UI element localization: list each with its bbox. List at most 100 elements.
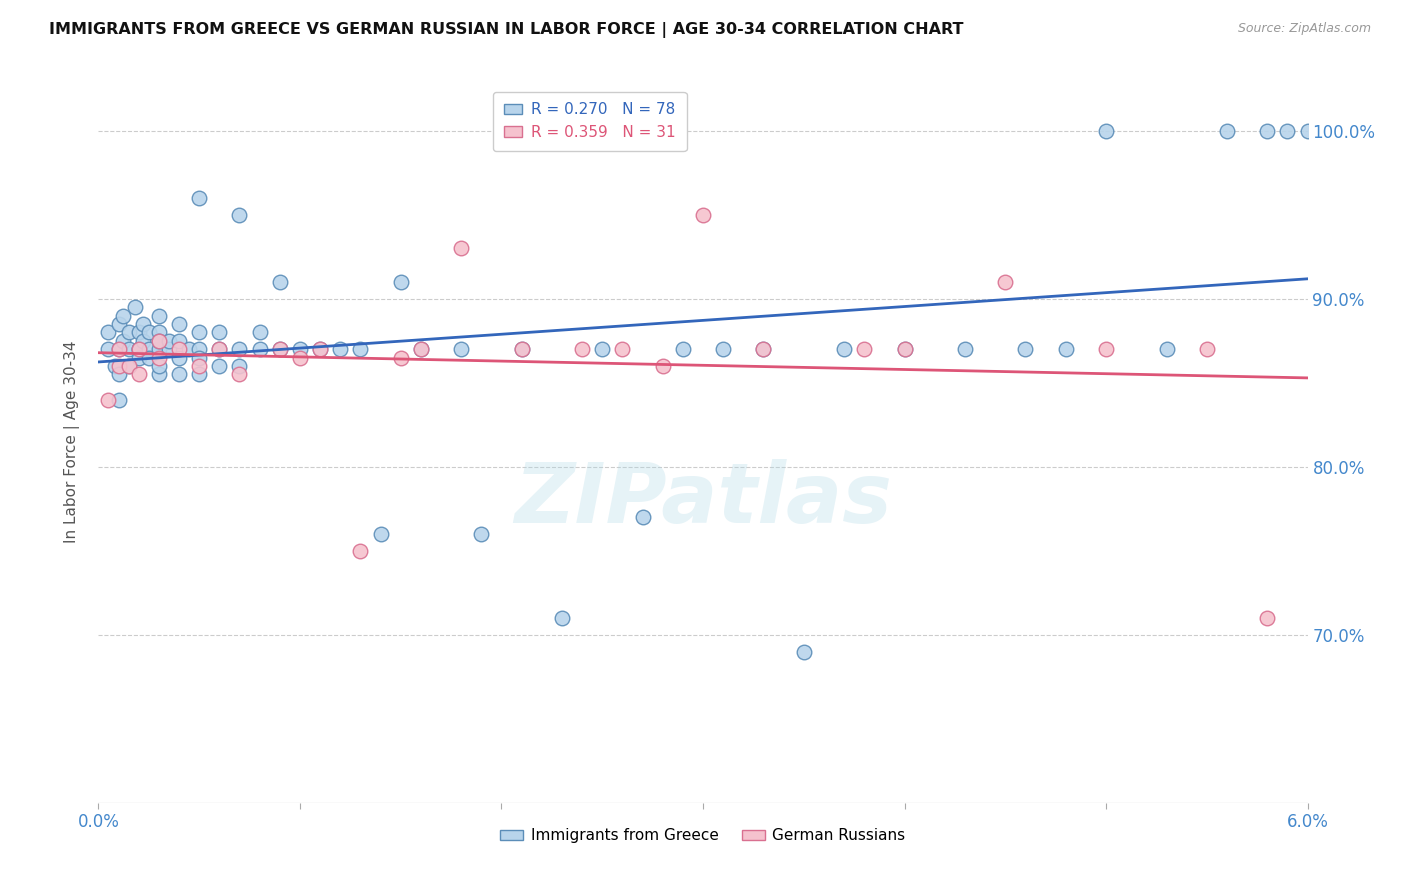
Point [208, 342, 231, 356]
Point [994, 275, 1017, 289]
Point [510, 342, 533, 356]
Point [893, 342, 915, 356]
Text: Source: ZipAtlas.com: Source: ZipAtlas.com [1237, 22, 1371, 36]
Point [1014, 342, 1036, 356]
Point [128, 342, 150, 356]
Point [612, 342, 634, 356]
Point [107, 317, 129, 331]
Point [551, 611, 574, 625]
Point [148, 334, 170, 348]
Point [1095, 124, 1118, 138]
Point [651, 359, 673, 373]
Point [132, 334, 155, 348]
Point [188, 191, 211, 205]
Point [124, 300, 146, 314]
Point [167, 351, 190, 365]
Point [370, 527, 392, 541]
Point [1195, 342, 1218, 356]
Point [128, 368, 150, 382]
Point [118, 359, 141, 373]
Point [752, 342, 775, 356]
Point [1095, 342, 1118, 356]
Point [269, 342, 291, 356]
Point [1216, 124, 1239, 138]
Point [288, 351, 311, 365]
Point [111, 334, 134, 348]
Point [138, 326, 160, 340]
Point [269, 342, 291, 356]
Point [118, 342, 141, 356]
Point [97, 326, 120, 340]
Point [228, 359, 250, 373]
Point [692, 208, 714, 222]
Point [188, 342, 211, 356]
Point [208, 326, 231, 340]
Point [228, 368, 250, 382]
Point [672, 342, 695, 356]
Point [1256, 611, 1278, 625]
Point [228, 208, 250, 222]
Point [148, 368, 170, 382]
Point [157, 334, 180, 348]
Point [1054, 342, 1077, 356]
Point [128, 342, 150, 356]
Point [389, 351, 412, 365]
Point [409, 342, 432, 356]
Point [953, 342, 976, 356]
Point [148, 309, 170, 323]
Point [107, 392, 129, 407]
Point [179, 342, 201, 356]
Point [107, 368, 129, 382]
Point [148, 342, 170, 356]
Point [309, 342, 332, 356]
Point [128, 342, 150, 356]
Point [832, 342, 855, 356]
Point [591, 342, 613, 356]
Point [148, 326, 170, 340]
Point [309, 342, 332, 356]
Point [132, 317, 155, 331]
Point [167, 368, 190, 382]
Legend: Immigrants from Greece, German Russians: Immigrants from Greece, German Russians [495, 822, 911, 849]
Point [450, 342, 472, 356]
Point [97, 342, 120, 356]
Point [208, 359, 231, 373]
Point [208, 342, 231, 356]
Point [167, 342, 190, 356]
Point [103, 359, 125, 373]
Point [148, 359, 170, 373]
Point [148, 351, 170, 365]
Point [111, 309, 134, 323]
Point [571, 342, 593, 356]
Point [510, 342, 533, 356]
Point [1256, 124, 1278, 138]
Point [793, 644, 815, 658]
Point [389, 275, 412, 289]
Point [118, 359, 141, 373]
Point [249, 326, 271, 340]
Point [853, 342, 876, 356]
Point [157, 342, 180, 356]
Point [118, 326, 141, 340]
Point [107, 342, 129, 356]
Text: IMMIGRANTS FROM GREECE VS GERMAN RUSSIAN IN LABOR FORCE | AGE 30-34 CORRELATION : IMMIGRANTS FROM GREECE VS GERMAN RUSSIAN… [49, 22, 963, 38]
Text: ZIPatlas: ZIPatlas [515, 458, 891, 540]
Point [409, 342, 432, 356]
Point [167, 334, 190, 348]
Point [752, 342, 775, 356]
Point [349, 342, 371, 356]
Point [107, 359, 129, 373]
Point [249, 342, 271, 356]
Point [148, 334, 170, 348]
Point [188, 359, 211, 373]
Point [893, 342, 915, 356]
Point [631, 510, 654, 524]
Point [269, 275, 291, 289]
Point [288, 342, 311, 356]
Point [167, 317, 190, 331]
Point [711, 342, 734, 356]
Point [97, 392, 120, 407]
Point [450, 241, 472, 255]
Point [138, 342, 160, 356]
Point [1277, 124, 1299, 138]
